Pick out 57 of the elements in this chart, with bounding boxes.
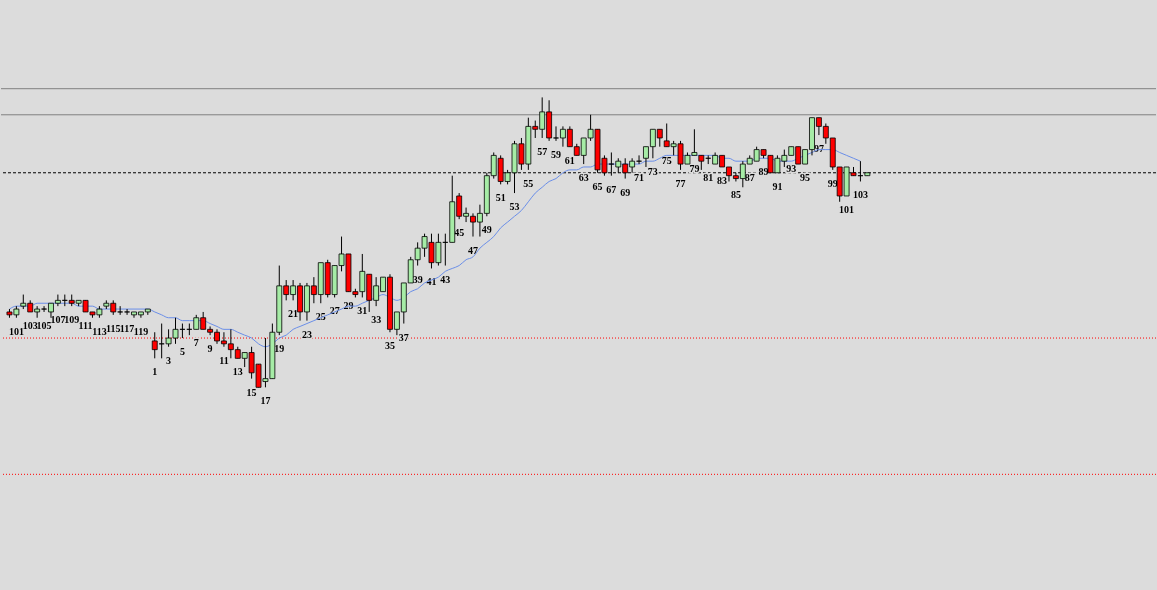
x-tick-label: 109 [64, 314, 80, 326]
x-tick-label: 65 [592, 180, 603, 192]
x-tick-label: 117 [119, 322, 135, 334]
x-tick-label: 83 [717, 174, 728, 186]
x-tick-label: 33 [371, 314, 382, 326]
x-tick-label: 79 [689, 163, 700, 175]
x-tick-label: 41 [426, 276, 437, 288]
x-tick-label: 15 [246, 386, 257, 398]
x-tick-label: 25 [315, 311, 326, 323]
x-tick-label: 23 [301, 328, 312, 340]
x-tick-label: 95 [800, 172, 811, 184]
x-tick-label: 63 [578, 172, 589, 184]
x-tick-label: 59 [551, 148, 562, 160]
x-tick-label: 19 [274, 343, 285, 355]
x-tick-label: 7 [193, 337, 199, 349]
x-tick-label: 51 [495, 192, 506, 204]
x-tick-label: 107 [50, 314, 66, 326]
x-tick-label: 5 [179, 346, 185, 358]
x-tick-label: 91 [772, 180, 783, 192]
x-tick-label: 53 [509, 201, 520, 213]
x-tick-label: 101 [8, 325, 24, 337]
x-tick-label: 21 [288, 308, 299, 320]
x-tick-label: 3 [166, 354, 172, 366]
x-tick-label: 101 [839, 203, 855, 215]
x-tick-label: 105 [36, 319, 52, 331]
x-tick-label: 69 [620, 186, 631, 198]
x-tick-label: 17 [260, 395, 271, 407]
x-tick-label: 71 [634, 172, 645, 184]
x-tick-label: 119 [133, 325, 149, 337]
x-tick-label: 11 [219, 354, 229, 366]
x-tick-label: 13 [232, 366, 243, 378]
x-tick-label: 55 [523, 177, 534, 189]
x-tick-label: 113 [92, 325, 107, 337]
x-tick-label: 81 [703, 172, 714, 184]
x-tick-label: 27 [329, 305, 340, 317]
x-tick-label: 29 [343, 299, 354, 311]
x-tick-label: 31 [357, 305, 368, 317]
x-tick-label: 1 [152, 366, 158, 378]
x-tick-label: 93 [786, 163, 797, 175]
x-tick-label: 57 [537, 145, 548, 157]
x-tick-label: 89 [758, 166, 769, 178]
x-tick-label: 37 [398, 331, 409, 343]
x-tick-label: 115 [106, 322, 121, 334]
x-tick-label: 103 [22, 319, 38, 331]
x-tick-label: 111 [78, 319, 93, 331]
x-tick-label: 75 [661, 154, 672, 166]
x-tick-label: 47 [467, 244, 478, 256]
x-tick-label: 67 [606, 183, 617, 195]
x-tick-label: 87 [744, 172, 755, 184]
x-tick-label: 35 [384, 340, 395, 352]
x-tick-label: 43 [440, 273, 451, 285]
x-tick-label: 103 [852, 189, 868, 201]
x-tick-label: 85 [730, 189, 741, 201]
x-tick-label: 49 [481, 224, 492, 236]
x-tick-label: 9 [207, 343, 213, 355]
x-tick-label: 77 [675, 177, 686, 189]
x-tick-label: 61 [564, 154, 575, 166]
